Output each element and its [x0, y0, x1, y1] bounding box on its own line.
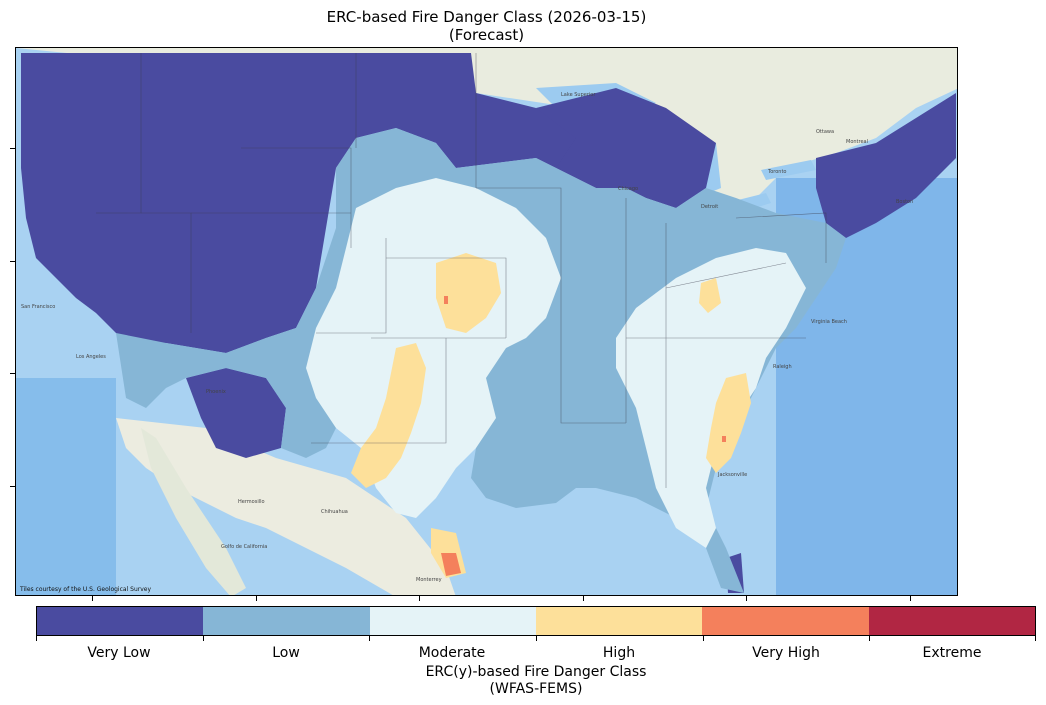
place-label: Montreal — [846, 139, 868, 145]
map-subtitle: (Forecast) — [448, 26, 525, 44]
colorbar-title: ERC(y)-based Fire Danger Class — [425, 664, 647, 680]
high-region-texas — [351, 343, 426, 488]
colorbar-label-very-low: Very Low — [87, 645, 151, 661]
x-tick — [746, 596, 747, 601]
colorbar — [36, 606, 1036, 636]
place-label: Detroit — [701, 204, 718, 210]
x-tick — [910, 596, 911, 601]
colorbar-segment-low — [203, 607, 370, 635]
high-region-kansas — [436, 253, 501, 333]
very-low-region-northeast — [816, 93, 956, 238]
x-tick — [92, 596, 93, 601]
fire-danger-map: Lake Superior Toronto Chicago Detroit Sa… — [16, 48, 957, 595]
place-label: Phoenix — [206, 389, 226, 395]
y-tick — [10, 148, 15, 149]
baja-peninsula — [141, 428, 246, 595]
place-label: Hermosillo — [238, 499, 265, 505]
moderate-region-east — [616, 248, 806, 548]
place-label: Virginia Beach — [811, 319, 847, 325]
canada-land — [16, 48, 957, 218]
y-tick — [10, 486, 15, 487]
state-boundaries — [96, 53, 827, 488]
mexico-land — [116, 418, 456, 595]
colorbar-subtitle: (WFAS-FEMS) — [489, 681, 583, 697]
place-label: Boston — [896, 199, 913, 205]
colorbar-tick — [369, 636, 370, 641]
place-label: San Francisco — [21, 304, 55, 310]
x-tick — [583, 596, 584, 601]
colorbar-segment-moderate — [369, 607, 536, 635]
place-label: Chicago — [618, 186, 638, 192]
place-label: Lake Superior — [561, 92, 596, 98]
y-tick — [10, 373, 15, 374]
ocean-west-deep — [16, 378, 116, 595]
colorbar-tick — [203, 636, 204, 641]
colorbar-tick — [869, 636, 870, 641]
place-label: Monterrey — [416, 577, 442, 583]
very-high-spot-kansas — [444, 296, 448, 304]
colorbar-tick — [1035, 636, 1036, 641]
place-label: Ottawa — [816, 129, 834, 135]
basemap-labels: Lake Superior Toronto Chicago Detroit Sa… — [21, 92, 913, 583]
place-label: Toronto — [767, 169, 786, 175]
very-low-region-upper-midwest — [536, 88, 716, 208]
colorbar-segment-high — [535, 607, 703, 635]
very-low-region-west — [21, 53, 576, 353]
place-label: Golfo de California — [221, 544, 267, 550]
colorbar-segment-very-high — [702, 607, 869, 635]
very-low-region-southwest — [186, 368, 286, 458]
map-attribution: Tiles courtesy of the U.S. Geological Su… — [20, 586, 152, 593]
place-label: Los Angeles — [76, 354, 106, 360]
x-tick — [256, 596, 257, 601]
very-high-region-south-texas — [441, 553, 461, 576]
colorbar-segment-very-low — [37, 607, 204, 635]
place-label: Chihuahua — [321, 509, 348, 515]
y-tick — [10, 261, 15, 262]
place-label: Raleigh — [773, 364, 792, 370]
place-label: Jacksonville — [717, 472, 747, 478]
colorbar-segment-extreme — [868, 607, 1035, 635]
colorbar-label-very-high: Very High — [752, 645, 820, 661]
x-tick — [419, 596, 420, 601]
high-region-ohio-valley — [699, 278, 721, 313]
very-high-spot-georgia — [722, 436, 726, 442]
lake-ontario — [761, 160, 816, 180]
colorbar-label-moderate: Moderate — [418, 645, 486, 661]
moderate-region-plains — [306, 178, 561, 518]
colorbar-label-extreme: Extreme — [922, 645, 982, 661]
colorbar-tick — [703, 636, 704, 641]
map-title: ERC-based Fire Danger Class (2026-03-15) — [326, 8, 647, 26]
colorbar-label-high: High — [602, 645, 636, 661]
colorbar-label-low: Low — [272, 645, 300, 661]
high-region-georgia — [706, 373, 751, 473]
map-panel[interactable]: Lake Superior Toronto Chicago Detroit Sa… — [15, 47, 958, 596]
colorbar-tick — [36, 636, 37, 641]
colorbar-tick — [536, 636, 537, 641]
